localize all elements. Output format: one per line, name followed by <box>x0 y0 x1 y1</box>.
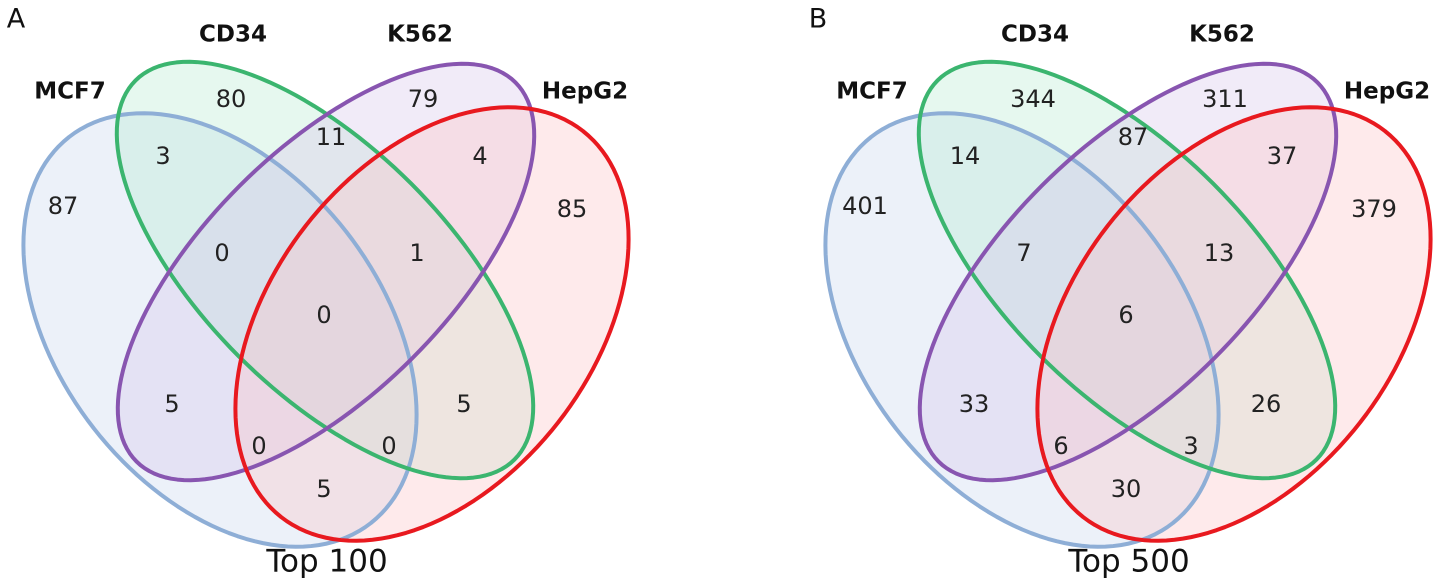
region-count-cd34-only: 344 <box>1010 85 1056 113</box>
region-count-mcf7-cd34-hepg2: 3 <box>1183 432 1198 460</box>
region-count-hepg2-only: 379 <box>1351 195 1397 223</box>
set-outline-k562 <box>115 61 537 483</box>
set-fill-cd34 <box>116 61 534 479</box>
set-label-hepg2: HepG2 <box>1344 79 1430 105</box>
region-count-k562-hepg2: 4 <box>472 142 487 170</box>
set-label-k562: K562 <box>387 22 453 48</box>
panel-caption: Top 500 <box>1067 544 1189 580</box>
set-fill-k562 <box>919 63 1337 481</box>
set-outline-mcf7 <box>21 111 419 549</box>
region-count-mcf7-cd34: 14 <box>950 142 981 170</box>
region-count-mcf7-only: 401 <box>842 192 888 220</box>
region-count-hepg2-only: 85 <box>557 195 588 223</box>
region-count-mcf7-k562: 5 <box>164 390 179 418</box>
set-outline-mcf7 <box>823 111 1221 549</box>
region-count-cd34-hepg2: 5 <box>456 390 471 418</box>
region-count-mcf7-cd34: 3 <box>155 142 170 170</box>
region-count-mcf7-cd34-k562: 7 <box>1016 239 1031 267</box>
region-count-mcf7-k562-hepg2: 6 <box>1053 432 1068 460</box>
region-count-mcf7-cd34-hepg2: 0 <box>381 432 396 460</box>
region-count-cd34-only: 80 <box>216 85 247 113</box>
region-count-k562-only: 79 <box>408 85 439 113</box>
region-count-cd34-k562-hepg2: 13 <box>1204 239 1235 267</box>
venn-panel-a: MCF7 CD34 K562 HepG2 87 80 79 85 3 11 4 0 1 0 5 5 0 0 5 A To… <box>7 4 631 580</box>
set-label-hepg2: HepG2 <box>542 79 628 105</box>
panel-letter: A <box>7 4 26 35</box>
region-count-k562-hepg2: 37 <box>1267 142 1298 170</box>
region-count-mcf7-only: 87 <box>48 192 79 220</box>
region-count-all: 0 <box>316 301 331 329</box>
set-fill-cd34 <box>918 61 1336 479</box>
region-count-mcf7-hepg2: 5 <box>316 475 331 503</box>
venn-panel-b: MCF7 CD34 K562 HepG2 401 344 311 379 14 87 37 7 13 6 3… <box>809 4 1433 580</box>
region-count-k562-only: 311 <box>1202 85 1248 113</box>
panel-letter: B <box>809 4 828 35</box>
region-count-cd34-k562-hepg2: 1 <box>409 239 424 267</box>
region-count-cd34-k562: 11 <box>316 123 347 151</box>
set-outline-cd34 <box>114 59 536 481</box>
panel-caption: Top 100 <box>265 544 387 580</box>
set-label-cd34: CD34 <box>1001 22 1069 48</box>
region-count-mcf7-hepg2: 30 <box>1111 475 1142 503</box>
region-count-mcf7-k562: 33 <box>959 390 990 418</box>
set-label-mcf7: MCF7 <box>836 79 907 105</box>
region-count-cd34-k562: 87 <box>1118 123 1149 151</box>
set-outline-k562 <box>917 61 1339 483</box>
region-count-mcf7-k562-hepg2: 0 <box>251 432 266 460</box>
region-count-cd34-hepg2: 26 <box>1251 390 1282 418</box>
region-count-all: 6 <box>1118 301 1133 329</box>
set-label-k562: K562 <box>1189 22 1255 48</box>
set-label-mcf7: MCF7 <box>34 79 105 105</box>
set-outline-hepg2 <box>233 105 631 543</box>
region-count-mcf7-cd34-k562: 0 <box>214 239 229 267</box>
set-outline-cd34 <box>916 59 1338 481</box>
set-label-cd34: CD34 <box>199 22 267 48</box>
set-fill-k562 <box>117 63 535 481</box>
set-outline-hepg2 <box>1035 105 1433 543</box>
